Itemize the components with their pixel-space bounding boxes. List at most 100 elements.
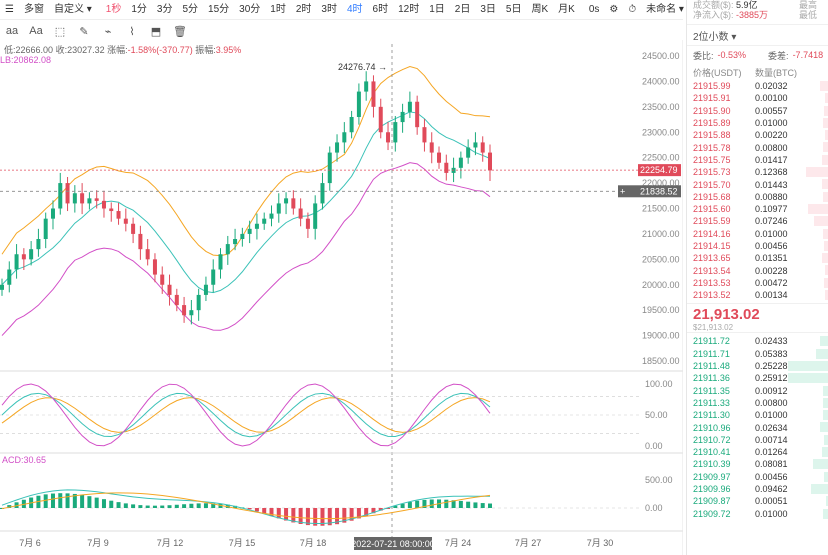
bid-row[interactable]: 21911.36 0.25912 bbox=[687, 372, 828, 384]
layout-name-dropdown[interactable]: 未命名 ▾ bbox=[646, 3, 684, 15]
ask-row[interactable]: 21915.60 0.10977 bbox=[687, 203, 828, 215]
interval-6时[interactable]: 6时 bbox=[372, 3, 389, 15]
custom-dropdown[interactable]: 自定义 ▾ bbox=[53, 3, 92, 15]
ask-row[interactable]: 21915.70 0.01443 bbox=[687, 178, 828, 190]
order-price: 21915.90 bbox=[693, 105, 731, 116]
interval-1分[interactable]: 1分 bbox=[131, 3, 147, 15]
refresh-timer[interactable]: 0s bbox=[588, 3, 600, 15]
bid-row[interactable]: 21909.97 0.00456 bbox=[687, 471, 828, 483]
depth-bar bbox=[814, 216, 828, 227]
clock-icon[interactable]: ⏱ bbox=[628, 3, 637, 15]
measure-icon[interactable]: ⌇ bbox=[129, 25, 135, 38]
bid-row[interactable]: 21911.33 0.00800 bbox=[687, 397, 828, 409]
bid-row[interactable]: 21911.35 0.00912 bbox=[687, 385, 828, 397]
order-qty: 0.00134 bbox=[755, 290, 788, 301]
multi-window-button[interactable]: 多窗 bbox=[23, 3, 44, 15]
interval-5日[interactable]: 5日 bbox=[505, 3, 522, 15]
order-qty: 0.09462 bbox=[755, 484, 788, 495]
line-tool-icon[interactable]: ⌁ bbox=[104, 25, 112, 38]
interval-15分[interactable]: 15分 bbox=[208, 3, 230, 15]
ask-row[interactable]: 21915.68 0.00880 bbox=[687, 191, 828, 203]
price-axis-label: 21000.00 bbox=[642, 229, 680, 239]
ask-row[interactable]: 21914.15 0.00456 bbox=[687, 240, 828, 252]
ask-row[interactable]: 21915.88 0.00220 bbox=[687, 129, 828, 141]
ratio-label: 委比: bbox=[693, 50, 714, 61]
macd-histogram-bar bbox=[276, 508, 281, 519]
macd-histogram-bar bbox=[415, 500, 420, 508]
interval-周K[interactable]: 周K bbox=[531, 3, 549, 15]
boll-lower-line bbox=[1, 162, 491, 336]
bid-row[interactable]: 21910.39 0.08081 bbox=[687, 458, 828, 470]
settings-icon[interactable]: ⚙ bbox=[609, 3, 619, 15]
depth-bar bbox=[825, 93, 828, 104]
candle-body bbox=[14, 254, 19, 270]
interval-3分[interactable]: 3分 bbox=[156, 3, 173, 15]
macd-histogram-bar bbox=[211, 503, 216, 508]
price-axis-label: 23500.00 bbox=[642, 102, 680, 112]
crosshair-plus-icon: + bbox=[620, 186, 625, 196]
ask-row[interactable]: 21915.90 0.00557 bbox=[687, 105, 828, 117]
interval-12时[interactable]: 12时 bbox=[398, 3, 420, 15]
order-qty: 0.01000 bbox=[755, 410, 788, 421]
ask-row[interactable]: 21915.89 0.01000 bbox=[687, 117, 828, 129]
ask-row[interactable]: 21915.75 0.01417 bbox=[687, 154, 828, 166]
ask-row[interactable]: 21913.65 0.01351 bbox=[687, 252, 828, 264]
depth-bar bbox=[825, 130, 828, 141]
ask-row[interactable]: 21913.53 0.00472 bbox=[687, 277, 828, 289]
menu-icon[interactable]: ☰ bbox=[5, 3, 14, 15]
bid-row[interactable]: 21909.96 0.09462 bbox=[687, 483, 828, 495]
bid-row[interactable]: 21910.41 0.01264 bbox=[687, 446, 828, 458]
bid-row[interactable]: 21910.96 0.02634 bbox=[687, 421, 828, 433]
interval-月K[interactable]: 月K bbox=[558, 3, 575, 15]
delete-icon[interactable]: 🗑 bbox=[173, 25, 187, 38]
order-qty: 0.00100 bbox=[755, 93, 788, 104]
bid-row[interactable]: 21911.71 0.05383 bbox=[687, 348, 828, 360]
indicator-icon[interactable]: aa bbox=[5, 25, 19, 37]
ask-row[interactable]: 21915.73 0.12368 bbox=[687, 166, 828, 178]
macd-histogram-bar bbox=[152, 505, 157, 508]
macd-histogram-bar bbox=[7, 505, 12, 508]
ask-row[interactable]: 21915.99 0.02032 bbox=[687, 80, 828, 92]
candle-body bbox=[225, 244, 230, 255]
text-style-icon[interactable]: Aa bbox=[29, 25, 43, 37]
ask-row[interactable]: 21915.91 0.00100 bbox=[687, 92, 828, 104]
bid-row[interactable]: 21909.87 0.00051 bbox=[687, 495, 828, 507]
interval-1日[interactable]: 1日 bbox=[429, 3, 445, 15]
order-price: 21915.59 bbox=[693, 216, 731, 227]
bid-row[interactable]: 21909.72 0.01000 bbox=[687, 508, 828, 520]
macd-histogram-bar bbox=[444, 499, 449, 508]
interval-2日[interactable]: 2日 bbox=[454, 3, 471, 15]
interval-1秒[interactable]: 1秒 bbox=[105, 3, 122, 15]
decimal-select[interactable]: 2位小数 ▾ bbox=[687, 24, 828, 46]
macd-histogram-bar bbox=[291, 508, 296, 523]
interval-30分[interactable]: 30分 bbox=[239, 3, 261, 15]
macd-histogram-bar bbox=[43, 494, 48, 508]
bid-row[interactable]: 21911.48 0.25228 bbox=[687, 360, 828, 372]
decimal-select-label: 2位小数 ▾ bbox=[693, 31, 737, 43]
ask-row[interactable]: 21915.78 0.00800 bbox=[687, 141, 828, 153]
price-chart[interactable]: 24500.00 24000.00 23500.00 23000.00 22500.00… bbox=[0, 40, 683, 555]
bid-row[interactable]: 21910.72 0.00714 bbox=[687, 434, 828, 446]
depth-bar bbox=[823, 508, 828, 519]
interval-3日[interactable]: 3日 bbox=[480, 3, 496, 15]
market-stats: 成交额($): 5.9亿 最高 净流入($): -3885万 最低 bbox=[687, 0, 828, 20]
draw-icon[interactable]: ✎ bbox=[79, 25, 89, 38]
order-qty: 0.00228 bbox=[755, 265, 788, 276]
interval-4时[interactable]: 4时 bbox=[346, 3, 363, 15]
ask-row[interactable]: 21915.59 0.07246 bbox=[687, 215, 828, 227]
interval-5分[interactable]: 5分 bbox=[182, 3, 199, 15]
interval-2时[interactable]: 2时 bbox=[295, 3, 312, 15]
screenshot-icon[interactable]: ⬚ bbox=[54, 25, 66, 38]
ask-row[interactable]: 21913.54 0.00228 bbox=[687, 264, 828, 276]
ask-row[interactable]: 21913.52 0.00134 bbox=[687, 289, 828, 301]
interval-3时[interactable]: 3时 bbox=[321, 3, 337, 15]
order-price: 21911.48 bbox=[693, 361, 730, 372]
macd-histogram-bar bbox=[451, 500, 456, 508]
bid-row[interactable]: 21911.30 0.01000 bbox=[687, 409, 828, 421]
depth-bar bbox=[824, 434, 828, 445]
save-icon[interactable]: ⬒ bbox=[150, 25, 162, 38]
volume-unit: $): bbox=[723, 0, 734, 10]
bid-row[interactable]: 21911.72 0.02433 bbox=[687, 335, 828, 347]
interval-1时[interactable]: 1时 bbox=[270, 3, 286, 15]
ask-row[interactable]: 21914.16 0.01000 bbox=[687, 228, 828, 240]
